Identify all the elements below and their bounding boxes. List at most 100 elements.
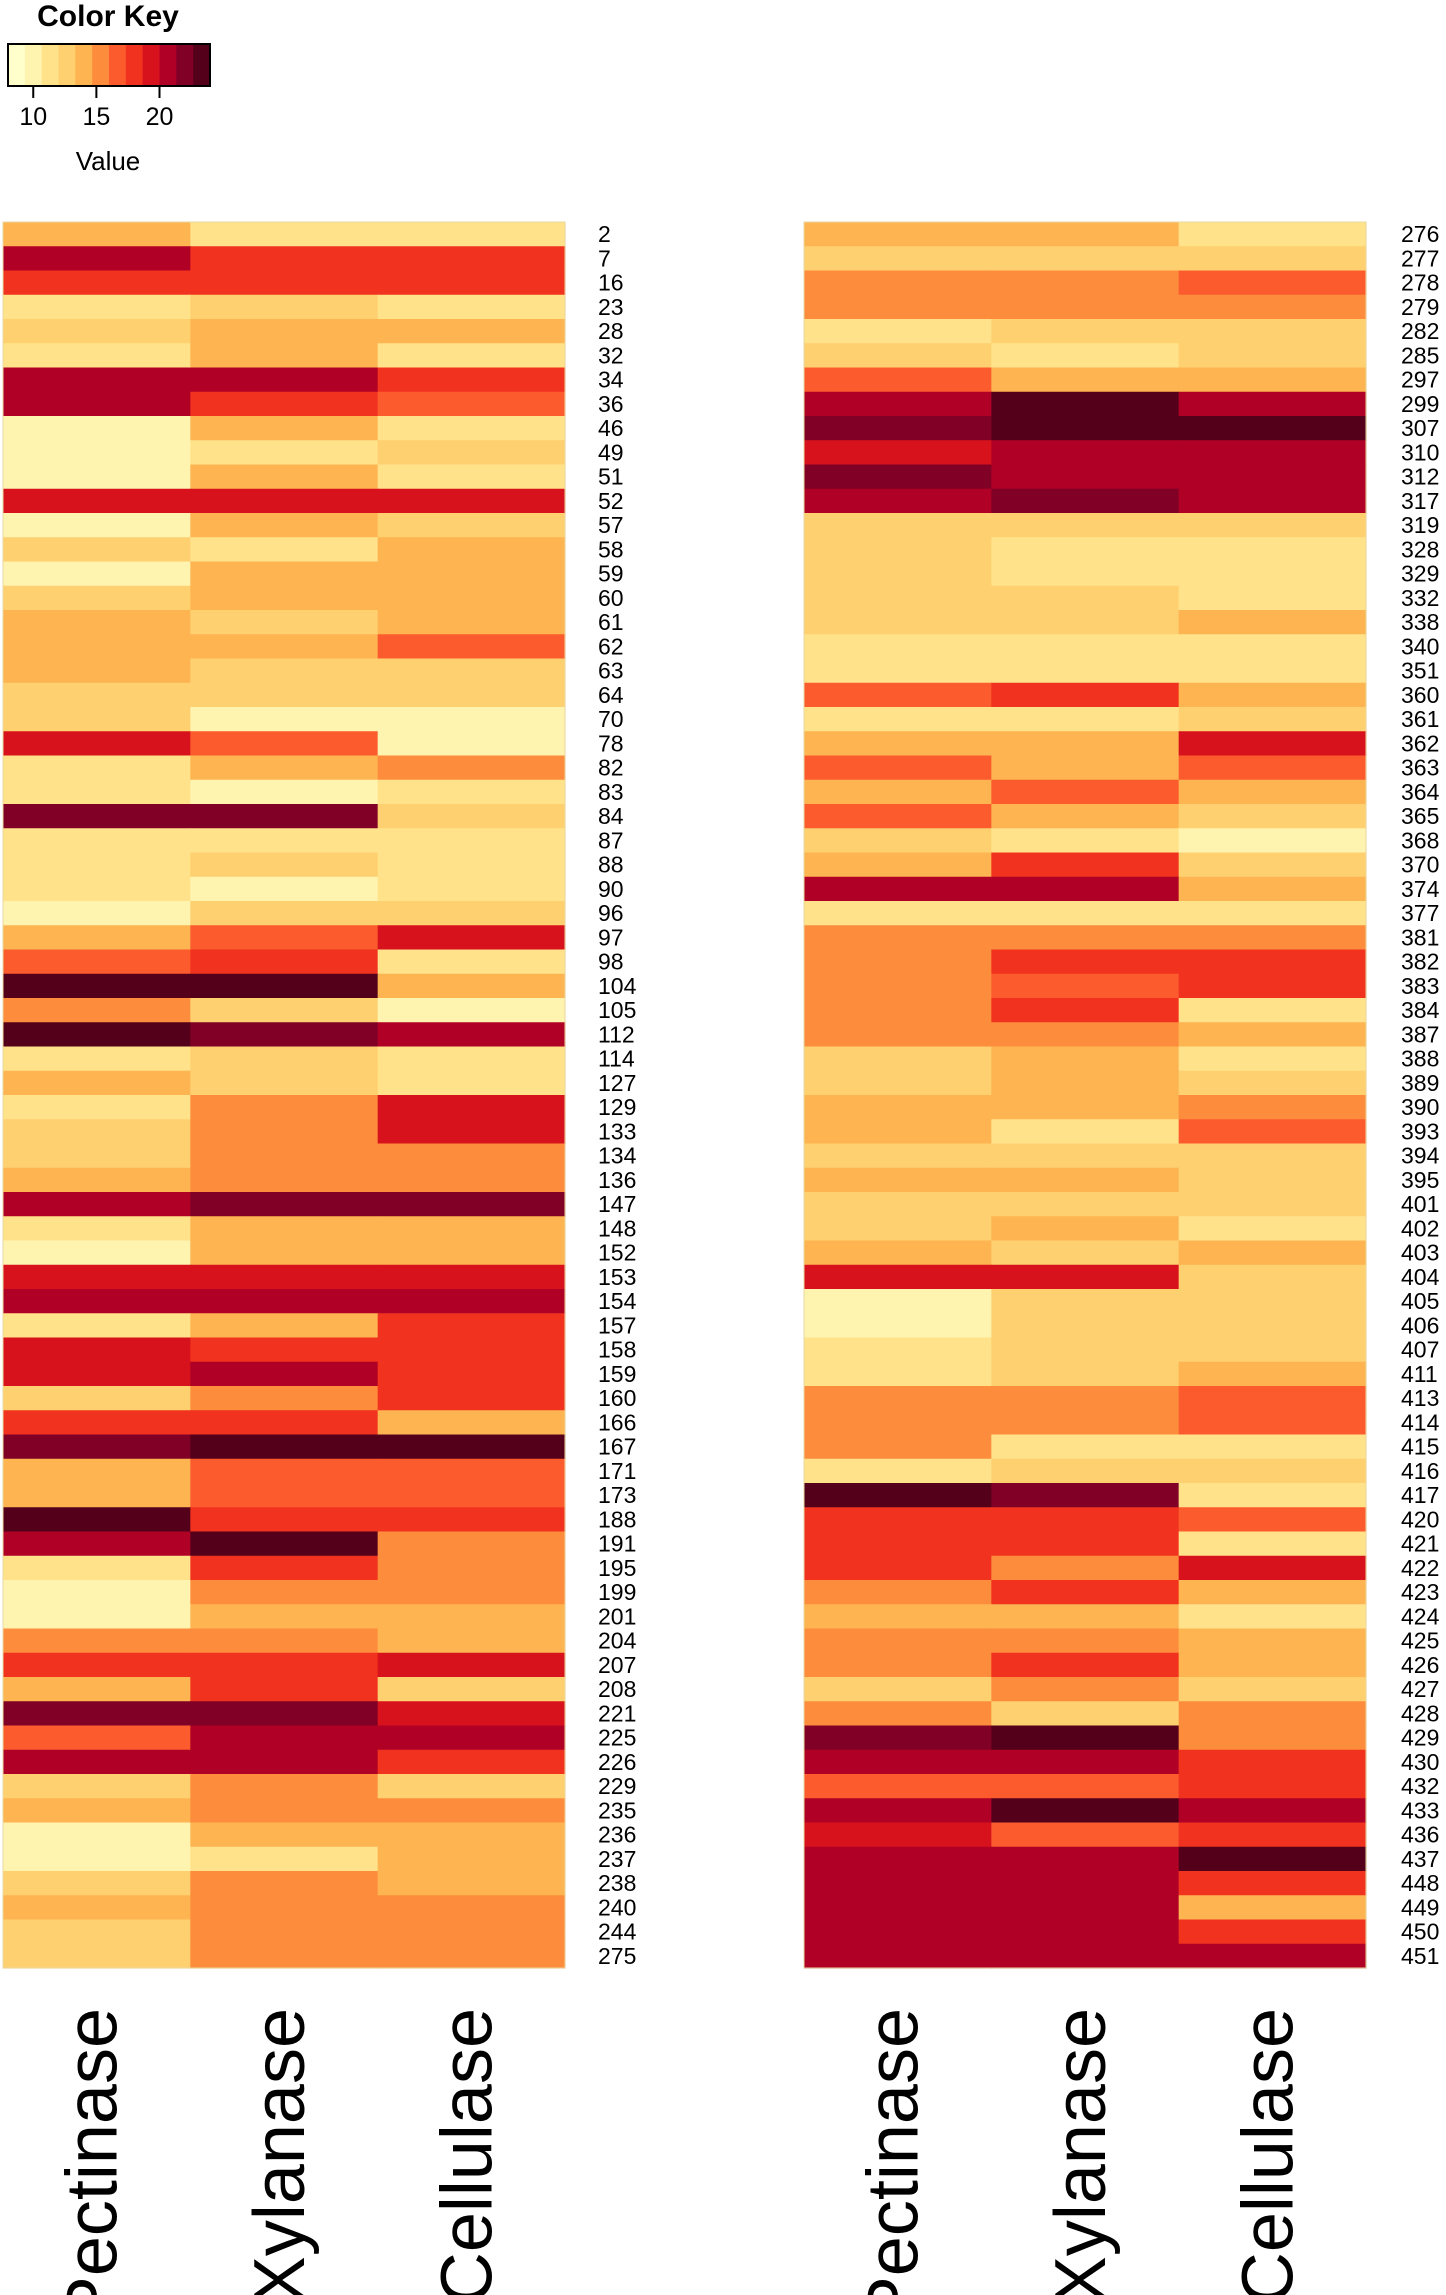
heatmap-cell [190, 779, 379, 805]
heatmap-cell [1178, 1749, 1367, 1775]
heatmap-cell [804, 319, 992, 344]
heatmap-cell [3, 270, 191, 296]
row-label: 154 [598, 1288, 637, 1314]
heatmap-cell [3, 440, 191, 466]
heatmap-cell [3, 852, 191, 878]
heatmap-cell [190, 1410, 379, 1436]
heatmap-cell [991, 391, 1180, 417]
heatmap-cell [991, 1871, 1180, 1896]
heatmap-cell [190, 1434, 379, 1460]
heatmap-cell [1178, 1677, 1367, 1702]
heatmap-cell [3, 1313, 191, 1339]
heatmap-cell [190, 1289, 379, 1314]
heatmap-cell [1178, 367, 1367, 393]
row-label: 450 [1401, 1919, 1439, 1945]
heatmap-cell [190, 1822, 379, 1848]
heatmap-cell [190, 1604, 379, 1630]
heatmap-cell [991, 1749, 1180, 1775]
heatmap-cell [377, 1410, 566, 1436]
row-label: 276 [1401, 221, 1439, 247]
row-label: 157 [598, 1312, 636, 1338]
heatmap-cell [804, 707, 992, 732]
row-label: 28 [598, 318, 624, 344]
heatmap-cell [377, 1871, 566, 1896]
heatmap-cell [1178, 561, 1367, 587]
heatmap-cell [804, 1749, 992, 1775]
heatmap-cell [377, 513, 566, 538]
heatmap-cell [991, 1337, 1180, 1363]
heatmap-cell [3, 682, 191, 708]
heatmap-cell [1178, 1337, 1367, 1363]
heatmap-cell [991, 1046, 1180, 1072]
row-label: 416 [1401, 1458, 1439, 1484]
heatmap-cell [377, 1046, 566, 1072]
heatmap-cell [3, 1167, 191, 1193]
heatmap-cell [190, 1337, 379, 1363]
row-label: 299 [1401, 391, 1439, 417]
heatmap-cell [190, 1749, 379, 1775]
row-label: 449 [1401, 1894, 1439, 1920]
row-label: 61 [598, 609, 624, 635]
row-label: 52 [598, 488, 624, 514]
heatmap-cell [1178, 1725, 1367, 1751]
row-label: 381 [1401, 924, 1439, 950]
row-label: 87 [598, 827, 624, 853]
heatmap-cell [3, 537, 191, 563]
heatmap-cell [190, 1167, 379, 1193]
heatmap-cell [190, 1798, 379, 1824]
heatmap-cell [991, 1143, 1180, 1169]
row-label: 307 [1401, 415, 1439, 441]
heatmap-cell [377, 440, 566, 466]
row-label: 34 [598, 367, 624, 393]
heatmap-cell [991, 658, 1180, 684]
heatmap-cell [377, 1022, 566, 1048]
heatmap-cell [3, 246, 191, 272]
row-label: 70 [598, 706, 624, 732]
heatmap-cell [1178, 1701, 1367, 1727]
heatmap-cell [190, 998, 379, 1023]
row-label: 383 [1401, 973, 1439, 999]
heatmap-cell [804, 1095, 992, 1120]
row-label: 406 [1401, 1312, 1439, 1338]
heatmap-cell [1178, 1264, 1367, 1290]
heatmap-cell [3, 1434, 191, 1460]
heatmap-cell [3, 319, 191, 344]
row-label: 432 [1401, 1773, 1439, 1799]
heatmap-cell [190, 1725, 379, 1751]
row-label: 104 [598, 973, 637, 999]
heatmap-cell [377, 1943, 566, 1969]
heatmap-cell [377, 949, 566, 975]
heatmap-cell [190, 294, 379, 320]
color-key-swatch [41, 44, 59, 86]
heatmap-cell [3, 1119, 191, 1145]
heatmap-cell [1178, 1410, 1367, 1436]
row-label: 133 [598, 1118, 636, 1144]
heatmap-cell [190, 1507, 379, 1533]
heatmap-cell [804, 949, 992, 975]
heatmap-cell [991, 901, 1180, 926]
heatmap-cell [190, 1216, 379, 1242]
heatmap-cell [377, 1216, 566, 1242]
heatmap-cell [804, 391, 992, 417]
row-label: 278 [1401, 270, 1439, 296]
heatmap-cell [190, 270, 379, 296]
heatmap-cell [804, 1264, 992, 1290]
heatmap-cell [377, 682, 566, 708]
heatmap-cell [377, 1240, 566, 1266]
row-label: 32 [598, 342, 624, 368]
heatmap-cell [804, 1580, 992, 1605]
row-label: 388 [1401, 1046, 1439, 1072]
color-key-tick-label: 15 [82, 103, 110, 131]
heatmap-cell [804, 1022, 992, 1048]
heatmap-cell [377, 1725, 566, 1751]
heatmap-cell [804, 1531, 992, 1557]
heatmap-cell [377, 1677, 566, 1702]
heatmap-cell [804, 1192, 992, 1217]
heatmap-cell [377, 1919, 566, 1945]
heatmap-cell [991, 561, 1180, 587]
heatmap-cell [3, 1604, 191, 1630]
heatmap-cell [190, 634, 379, 660]
heatmap-cell [991, 488, 1180, 514]
heatmap-cell [3, 1725, 191, 1751]
heatmap-cell [804, 1289, 992, 1314]
